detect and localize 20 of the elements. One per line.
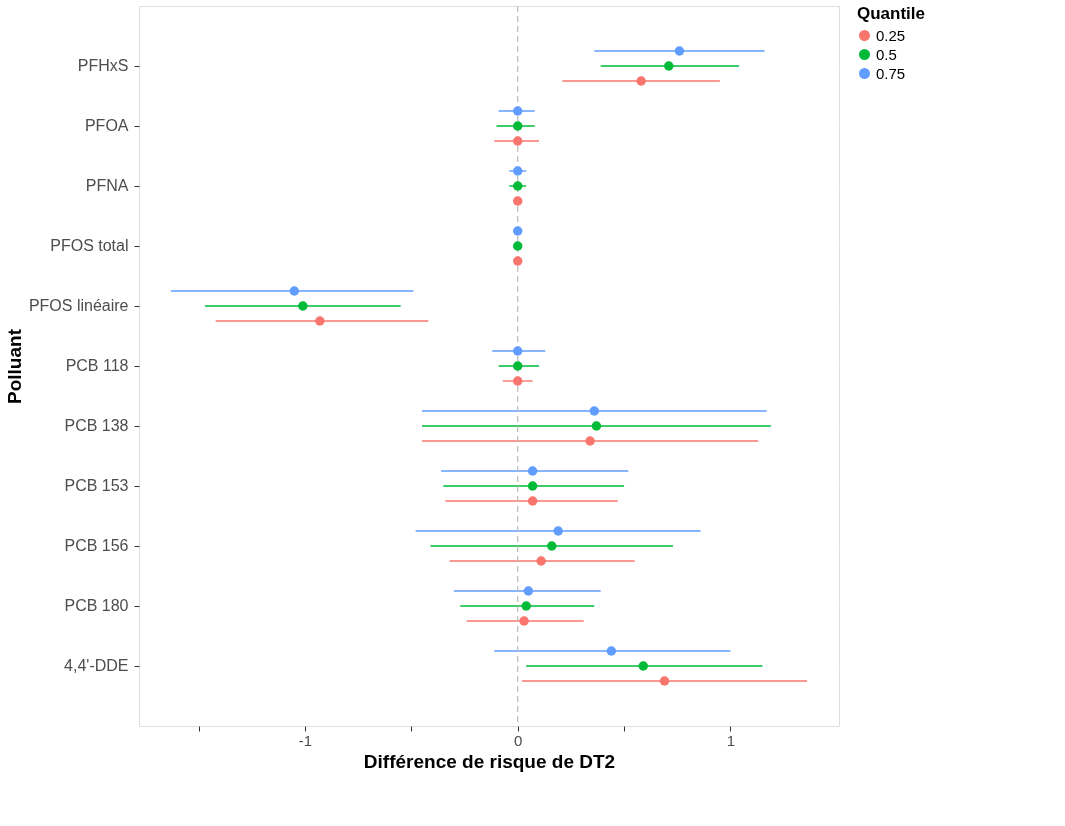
y-tick-label: PFOS linéaire	[28, 297, 129, 314]
y-tick-label: PFOS total	[50, 237, 129, 254]
y-tick-label: 4,4'-DDE	[64, 657, 129, 674]
y-tick-label: PCB 138	[64, 417, 129, 434]
legend-label: 0.5	[876, 45, 897, 63]
y-tick-label: PFNA	[85, 177, 129, 194]
x-axis-title: Différence de risque de DT2	[363, 750, 616, 772]
x-tick-label: 1	[726, 731, 736, 749]
y-tick-label: PCB 180	[64, 597, 129, 614]
y-tick-label: PCB 153	[64, 477, 129, 494]
legend-label: 0.25	[876, 26, 906, 44]
x-tick-label: 0	[514, 731, 523, 749]
y-tick-label: PCB 156	[64, 537, 129, 554]
y-tick-label: PFHxS	[77, 57, 129, 74]
x-tick-label: -1	[298, 731, 313, 749]
y-axis-title: Polluant	[3, 328, 25, 404]
y-tick-label: PFOA	[84, 117, 129, 134]
y-tick-label: PCB 118	[65, 357, 129, 374]
legend-label: 0.75	[876, 64, 906, 82]
legend-title: Quantile	[857, 4, 926, 23]
